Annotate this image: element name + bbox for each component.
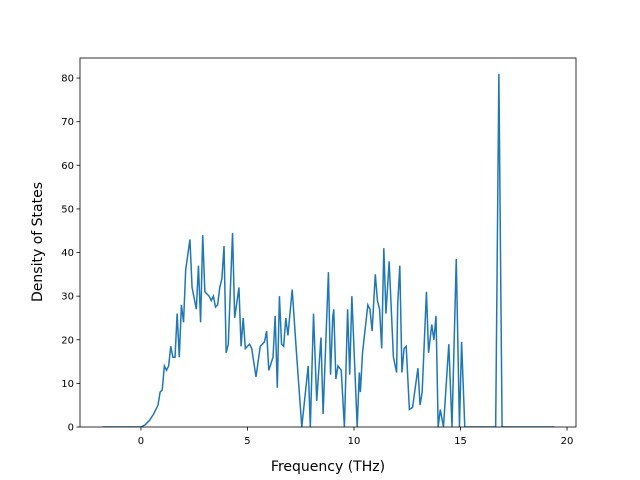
y-tick-label: 10: [61, 379, 74, 390]
y-tick-label: 20: [61, 335, 74, 346]
y-tick-label: 70: [61, 117, 74, 128]
line: [102, 73, 555, 427]
x-axis-label: Frequency (THz): [271, 459, 385, 475]
axes-frame: [79, 57, 577, 428]
y-tick-label: 40: [61, 248, 74, 259]
y-tick-label: 0: [68, 423, 74, 434]
plot-area: [80, 58, 576, 427]
y-tick-label: 80: [61, 74, 74, 85]
x-tick-label: 0: [138, 436, 144, 447]
x-tick-label: 15: [454, 436, 467, 447]
x-tick-label: 20: [561, 436, 574, 447]
y-tick-label: 50: [61, 204, 74, 215]
y-tick-label: 30: [61, 292, 74, 303]
y-tick-label: 60: [61, 161, 74, 172]
y-axis-label: Density of States: [30, 182, 46, 302]
x-tick-label: 5: [244, 436, 250, 447]
x-tick-label: 10: [348, 436, 361, 447]
